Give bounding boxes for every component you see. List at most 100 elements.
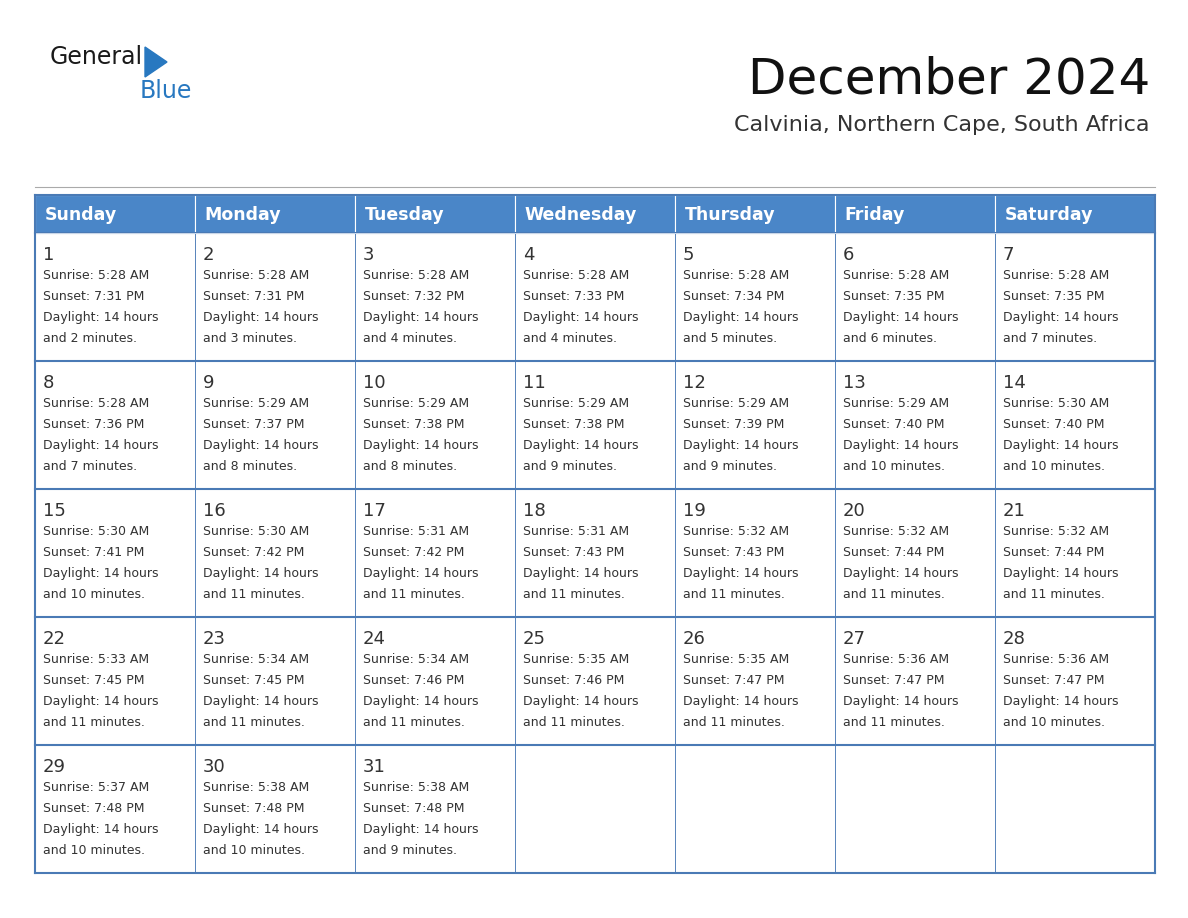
Text: Thursday: Thursday bbox=[684, 206, 776, 224]
Text: and 2 minutes.: and 2 minutes. bbox=[43, 332, 137, 345]
Text: 1: 1 bbox=[43, 246, 55, 263]
Bar bbox=[355, 745, 516, 873]
Bar bbox=[195, 489, 355, 617]
Text: Daylight: 14 hours: Daylight: 14 hours bbox=[203, 823, 318, 836]
Text: and 10 minutes.: and 10 minutes. bbox=[1003, 716, 1105, 729]
Text: Sunrise: 5:30 AM: Sunrise: 5:30 AM bbox=[1003, 397, 1110, 409]
Bar bbox=[355, 489, 516, 617]
Text: Sunrise: 5:32 AM: Sunrise: 5:32 AM bbox=[843, 525, 949, 538]
Bar bbox=[355, 195, 516, 233]
Text: 4: 4 bbox=[523, 246, 535, 263]
Text: Daylight: 14 hours: Daylight: 14 hours bbox=[683, 439, 798, 452]
Text: Sunset: 7:45 PM: Sunset: 7:45 PM bbox=[43, 674, 145, 687]
Text: Sunset: 7:48 PM: Sunset: 7:48 PM bbox=[364, 802, 465, 815]
Text: Sunrise: 5:29 AM: Sunrise: 5:29 AM bbox=[364, 397, 469, 409]
Text: and 11 minutes.: and 11 minutes. bbox=[1003, 588, 1105, 601]
Text: 30: 30 bbox=[203, 757, 226, 776]
Text: 10: 10 bbox=[364, 374, 386, 392]
Text: Daylight: 14 hours: Daylight: 14 hours bbox=[364, 567, 479, 580]
Bar bbox=[516, 361, 675, 489]
Text: 19: 19 bbox=[683, 502, 706, 520]
Text: 14: 14 bbox=[1003, 374, 1026, 392]
Text: and 11 minutes.: and 11 minutes. bbox=[364, 588, 465, 601]
Text: Sunset: 7:36 PM: Sunset: 7:36 PM bbox=[43, 418, 145, 431]
Text: 8: 8 bbox=[43, 374, 55, 392]
Text: Sunrise: 5:38 AM: Sunrise: 5:38 AM bbox=[203, 781, 309, 794]
Text: Daylight: 14 hours: Daylight: 14 hours bbox=[203, 439, 318, 452]
Text: and 4 minutes.: and 4 minutes. bbox=[523, 332, 617, 345]
Text: Sunset: 7:47 PM: Sunset: 7:47 PM bbox=[683, 674, 784, 687]
Text: 23: 23 bbox=[203, 630, 226, 648]
Text: Sunrise: 5:36 AM: Sunrise: 5:36 AM bbox=[843, 653, 949, 666]
Text: 9: 9 bbox=[203, 374, 215, 392]
Bar bbox=[675, 745, 835, 873]
Text: Sunset: 7:31 PM: Sunset: 7:31 PM bbox=[203, 290, 304, 303]
Text: Daylight: 14 hours: Daylight: 14 hours bbox=[364, 695, 479, 708]
Text: and 9 minutes.: and 9 minutes. bbox=[683, 460, 777, 473]
Text: 12: 12 bbox=[683, 374, 706, 392]
Text: Daylight: 14 hours: Daylight: 14 hours bbox=[843, 439, 959, 452]
Text: 22: 22 bbox=[43, 630, 67, 648]
Text: and 11 minutes.: and 11 minutes. bbox=[843, 716, 944, 729]
Text: and 11 minutes.: and 11 minutes. bbox=[683, 716, 785, 729]
Text: Sunrise: 5:37 AM: Sunrise: 5:37 AM bbox=[43, 781, 150, 794]
Text: 5: 5 bbox=[683, 246, 695, 263]
Bar bbox=[835, 489, 996, 617]
Bar bbox=[34, 617, 195, 745]
Bar bbox=[996, 233, 1155, 361]
Bar bbox=[516, 195, 675, 233]
Text: Sunrise: 5:35 AM: Sunrise: 5:35 AM bbox=[683, 653, 789, 666]
Text: and 6 minutes.: and 6 minutes. bbox=[843, 332, 937, 345]
Text: Daylight: 14 hours: Daylight: 14 hours bbox=[523, 311, 638, 324]
Text: Sunrise: 5:32 AM: Sunrise: 5:32 AM bbox=[1003, 525, 1110, 538]
Text: Sunset: 7:32 PM: Sunset: 7:32 PM bbox=[364, 290, 465, 303]
Text: Daylight: 14 hours: Daylight: 14 hours bbox=[43, 311, 158, 324]
Bar bbox=[675, 195, 835, 233]
Text: Wednesday: Wednesday bbox=[525, 206, 637, 224]
Bar bbox=[34, 489, 195, 617]
Text: Sunset: 7:31 PM: Sunset: 7:31 PM bbox=[43, 290, 145, 303]
Text: Sunset: 7:34 PM: Sunset: 7:34 PM bbox=[683, 290, 784, 303]
Bar bbox=[195, 745, 355, 873]
Bar bbox=[835, 745, 996, 873]
Text: Daylight: 14 hours: Daylight: 14 hours bbox=[43, 695, 158, 708]
Text: Daylight: 14 hours: Daylight: 14 hours bbox=[43, 439, 158, 452]
Text: Daylight: 14 hours: Daylight: 14 hours bbox=[203, 695, 318, 708]
Text: and 10 minutes.: and 10 minutes. bbox=[203, 845, 305, 857]
Text: Daylight: 14 hours: Daylight: 14 hours bbox=[1003, 439, 1118, 452]
Text: Sunset: 7:43 PM: Sunset: 7:43 PM bbox=[683, 546, 784, 559]
Text: December 2024: December 2024 bbox=[747, 55, 1150, 103]
Text: Daylight: 14 hours: Daylight: 14 hours bbox=[1003, 567, 1118, 580]
Text: Sunrise: 5:32 AM: Sunrise: 5:32 AM bbox=[683, 525, 789, 538]
Text: 26: 26 bbox=[683, 630, 706, 648]
Bar bbox=[996, 361, 1155, 489]
Text: Sunrise: 5:36 AM: Sunrise: 5:36 AM bbox=[1003, 653, 1110, 666]
Text: Sunset: 7:47 PM: Sunset: 7:47 PM bbox=[1003, 674, 1105, 687]
Bar bbox=[675, 361, 835, 489]
Text: 15: 15 bbox=[43, 502, 65, 520]
Bar bbox=[516, 233, 675, 361]
Bar bbox=[835, 233, 996, 361]
Text: and 11 minutes.: and 11 minutes. bbox=[683, 588, 785, 601]
Bar bbox=[516, 745, 675, 873]
Text: Sunset: 7:38 PM: Sunset: 7:38 PM bbox=[364, 418, 465, 431]
Text: Daylight: 14 hours: Daylight: 14 hours bbox=[364, 439, 479, 452]
Text: Daylight: 14 hours: Daylight: 14 hours bbox=[843, 311, 959, 324]
Text: and 9 minutes.: and 9 minutes. bbox=[523, 460, 617, 473]
Text: and 11 minutes.: and 11 minutes. bbox=[523, 588, 625, 601]
Text: Daylight: 14 hours: Daylight: 14 hours bbox=[43, 567, 158, 580]
Text: Sunrise: 5:34 AM: Sunrise: 5:34 AM bbox=[364, 653, 469, 666]
Text: Sunrise: 5:28 AM: Sunrise: 5:28 AM bbox=[683, 269, 789, 282]
Text: 20: 20 bbox=[843, 502, 866, 520]
Text: Daylight: 14 hours: Daylight: 14 hours bbox=[43, 823, 158, 836]
Bar bbox=[675, 233, 835, 361]
Bar bbox=[195, 617, 355, 745]
Text: and 11 minutes.: and 11 minutes. bbox=[203, 588, 305, 601]
Text: 17: 17 bbox=[364, 502, 386, 520]
Text: Sunset: 7:42 PM: Sunset: 7:42 PM bbox=[364, 546, 465, 559]
Text: Daylight: 14 hours: Daylight: 14 hours bbox=[683, 311, 798, 324]
Text: 3: 3 bbox=[364, 246, 374, 263]
Text: Sunset: 7:45 PM: Sunset: 7:45 PM bbox=[203, 674, 304, 687]
Text: Sunrise: 5:35 AM: Sunrise: 5:35 AM bbox=[523, 653, 630, 666]
Text: Sunset: 7:35 PM: Sunset: 7:35 PM bbox=[843, 290, 944, 303]
